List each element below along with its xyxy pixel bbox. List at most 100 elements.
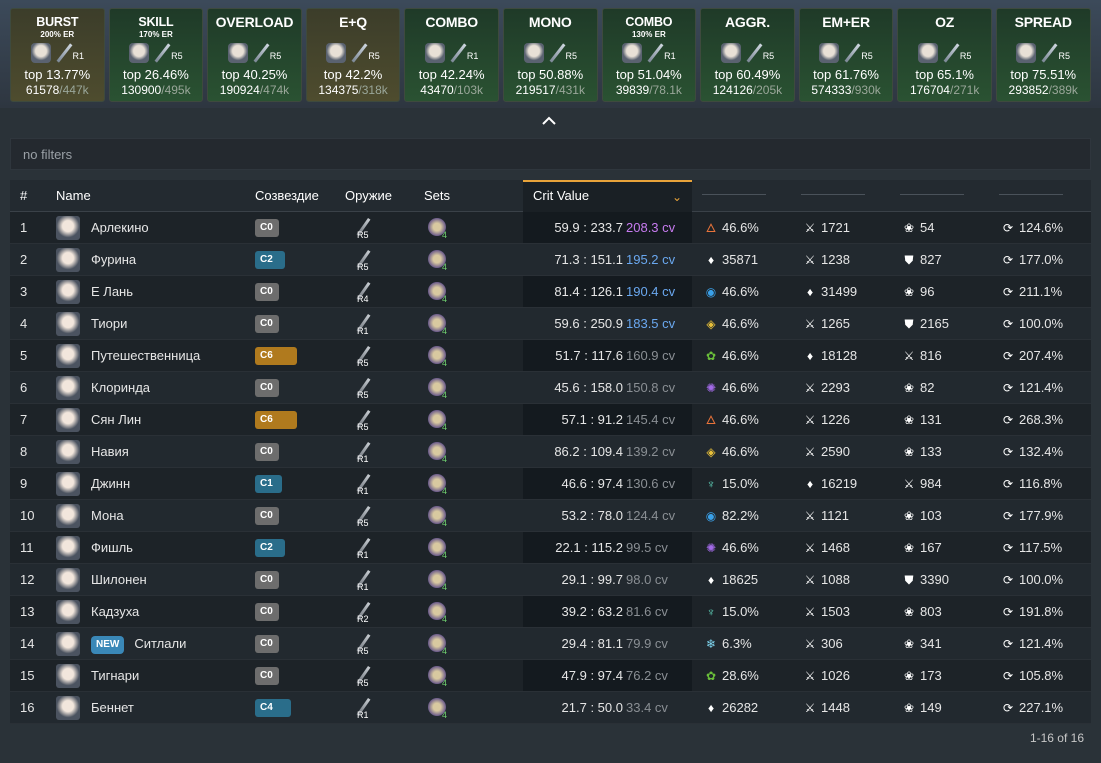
category-card[interactable]: MONO R5 top 50.88% 219517/431k	[502, 8, 598, 102]
card-title: AGGR.	[725, 14, 770, 30]
character-name[interactable]: Навия	[91, 444, 129, 459]
character-name[interactable]: Фурина	[91, 252, 137, 267]
artifact-set-icon[interactable]	[428, 250, 446, 268]
character-name[interactable]: Арлекино	[91, 220, 149, 235]
table-row[interactable]: 12 Шилонен C0 R1 4 29.1 : 99.7 98.0 cv ♦ 18625 ⚔ 1…	[10, 564, 1091, 596]
energy-recharge-icon: ⟳	[1002, 509, 1014, 523]
header-stat2-placeholder[interactable]	[801, 194, 865, 195]
set-count: 4	[442, 550, 448, 560]
artifact-set-icon[interactable]	[428, 602, 446, 620]
category-card[interactable]: AGGR. R5 top 60.49% 124126/205k	[700, 8, 795, 102]
table-row[interactable]: 5 Путешественница C6 R5 4 51.7 : 117.6 160.9 c…	[10, 340, 1091, 372]
stat-2: ⚔ 1226	[803, 404, 850, 436]
character-name[interactable]: Клоринда	[91, 380, 151, 395]
character-name[interactable]: NEW Ситлали	[91, 628, 186, 660]
table-row[interactable]: 6 Клоринда C0 R5 4 45.6 : 158.0 150.8 cv ✺ 46.6%…	[10, 372, 1091, 404]
header-sets[interactable]: Sets	[424, 188, 451, 203]
crit-value: 160.9 cv	[626, 348, 676, 363]
sort-desc-icon[interactable]: ⌄	[671, 190, 682, 204]
stat3-icon: ❀	[903, 669, 915, 683]
category-card[interactable]: OZ R5 top 65.1% 176704/271k	[897, 8, 992, 102]
table-row[interactable]: 4 Тиори C0 R1 4 59.6 : 250.9 183.5 cv ◈ 46.6% ⚔ 12…	[10, 308, 1091, 340]
header-name[interactable]: Name	[56, 188, 91, 203]
artifact-set-icon[interactable]	[428, 506, 446, 524]
stat1-icon: ◉	[705, 285, 717, 299]
character-name[interactable]: Е Лань	[91, 284, 133, 299]
artifact-set-icon[interactable]	[428, 314, 446, 332]
stat-4: ⟳ 117.5%	[1001, 532, 1062, 564]
header-weapon[interactable]: Оружие	[345, 188, 393, 203]
category-card[interactable]: COMBO R1 top 42.24% 43470/103k	[404, 8, 499, 102]
stat-2: ⚔ 306	[803, 628, 843, 660]
character-name[interactable]: Беннет	[91, 700, 134, 715]
character-name[interactable]: Джинн	[91, 476, 131, 491]
artifact-set-icon[interactable]	[428, 634, 446, 652]
table-row[interactable]: 9 Джинн C1 R1 4 46.6 : 97.4 130.6 cv ♆ 15.0% ♦ 162…	[10, 468, 1091, 500]
stat-1: ♦ 18625	[704, 564, 758, 596]
table-row[interactable]: 8 Навия C0 R1 4 86.2 : 109.4 139.2 cv ◈ 46.6% ⚔ 25…	[10, 436, 1091, 468]
header-stat3-placeholder[interactable]	[900, 194, 964, 195]
artifact-set-icon[interactable]	[428, 442, 446, 460]
character-name[interactable]: Путешественница	[91, 348, 201, 363]
stat-1: ✺ 46.6%	[704, 372, 759, 404]
table-row[interactable]: 14 NEW Ситлали C0 R5 4 29.4 : 81.1 79.9 cv ❄ 6.3%…	[10, 628, 1091, 660]
header-crit-value[interactable]: Crit Value ⌄	[523, 180, 692, 212]
category-card[interactable]: SKILL 170% ER R5 top 26.46% 130900/495k	[108, 8, 204, 102]
artifact-set-icon[interactable]	[428, 570, 446, 588]
character-name[interactable]: Кадзуха	[91, 604, 140, 619]
character-name[interactable]: Мона	[91, 508, 124, 523]
stat-3: ❀ 131	[902, 404, 942, 436]
artifact-set-icon[interactable]	[428, 538, 446, 556]
card-rank-count: 134375/318k	[318, 83, 388, 97]
header-stat1-placeholder[interactable]	[702, 194, 766, 195]
category-card[interactable]: OVERLOAD R5 top 40.25% 190924/474k	[207, 8, 302, 102]
table-row[interactable]: 10 Мона C0 R5 4 53.2 : 78.0 124.4 cv ◉ 82.2% ⚔ 112…	[10, 500, 1091, 532]
character-name[interactable]: Шилонен	[91, 572, 147, 587]
artifact-set-icon[interactable]	[428, 698, 446, 716]
category-card[interactable]: SPREAD R5 top 75.51% 293852/389k	[995, 8, 1091, 102]
stat-3: ⛊ 827	[902, 244, 941, 276]
filter-bar[interactable]: no filters	[10, 138, 1091, 170]
character-name[interactable]: Тиори	[91, 316, 128, 331]
artifact-set-icon[interactable]	[428, 666, 446, 684]
artifact-set-icon[interactable]	[428, 474, 446, 492]
crit-ratio: 51.7 : 117.6	[555, 348, 623, 363]
leaderboard-table: # Name Созвездие Оружие Sets Crit Value …	[10, 180, 1091, 724]
category-card[interactable]: E+Q R5 top 42.2% 134375/318k	[305, 8, 401, 102]
weapon-icon	[644, 43, 666, 63]
stat-2: ⚔ 2590	[803, 436, 850, 468]
header-constellation[interactable]: Созвездие	[255, 188, 319, 203]
stat1-icon: ✺	[705, 381, 717, 395]
stat-2: ⚔ 1468	[803, 532, 850, 564]
stat1-icon: ♦	[707, 253, 715, 267]
category-card[interactable]: BURST 200% ER R1 top 13.77% 61578/447k	[10, 8, 105, 102]
stat1-icon: ✿	[705, 349, 717, 363]
artifact-set-icon[interactable]	[428, 346, 446, 364]
table-row[interactable]: 13 Кадзуха C0 R2 4 39.2 : 63.2 81.6 cv ♆ 15.0% ⚔ 1…	[10, 596, 1091, 628]
table-row[interactable]: 1 Арлекино C0 R5 4 59.9 : 233.7 208.3 cv 🜂 46.6%…	[10, 212, 1091, 244]
stat-2: ♦ 31499	[803, 276, 857, 308]
artifact-set-icon[interactable]	[428, 282, 446, 300]
card-top-percent: top 42.2%	[323, 67, 383, 82]
table-row[interactable]: 11 Фишль C2 R1 4 22.1 : 115.2 99.5 cv ✺ 46.6% ⚔ 14…	[10, 532, 1091, 564]
row-number: 16	[20, 700, 35, 715]
character-name[interactable]: Фишль	[91, 540, 133, 555]
category-card[interactable]: EM+ER R5 top 61.76% 574333/930k	[798, 8, 894, 102]
table-row[interactable]: 2 Фурина C2 R5 4 71.3 : 151.1 195.2 cv ♦ 35871 ⚔ 1…	[10, 244, 1091, 276]
artifact-set-icon[interactable]	[428, 410, 446, 428]
character-name[interactable]: Сян Лин	[91, 412, 142, 427]
character-name[interactable]: Тигнари	[91, 668, 140, 683]
table-row[interactable]: 3 Е Лань C0 R4 4 81.4 : 126.1 190.4 cv ◉ 46.6% ♦ 3…	[10, 276, 1091, 308]
artifact-set-icon[interactable]	[428, 378, 446, 396]
header-stat4-placeholder[interactable]	[999, 194, 1063, 195]
set-count: 4	[442, 358, 448, 368]
artifact-set-icon[interactable]	[428, 218, 446, 236]
character-avatar-icon	[56, 408, 80, 432]
collapse-caret-icon[interactable]	[540, 114, 558, 128]
category-card[interactable]: COMBO 130% ER R1 top 51.04% 39839/78.1k	[601, 8, 697, 102]
table-row[interactable]: 15 Тигнари C0 R5 4 47.9 : 97.4 76.2 cv ✿ 28.6% ⚔ 1…	[10, 660, 1091, 692]
header-num[interactable]: #	[20, 188, 28, 203]
stat1-icon: ◈	[706, 445, 716, 459]
table-row[interactable]: 16 Беннет C4 R1 4 21.7 : 50.0 33.4 cv ♦ 26282 ⚔ 14…	[10, 692, 1091, 724]
table-row[interactable]: 7 Сян Лин C6 R5 4 57.1 : 91.2 145.4 cv 🜂 46.6% ⚔ 1…	[10, 404, 1091, 436]
